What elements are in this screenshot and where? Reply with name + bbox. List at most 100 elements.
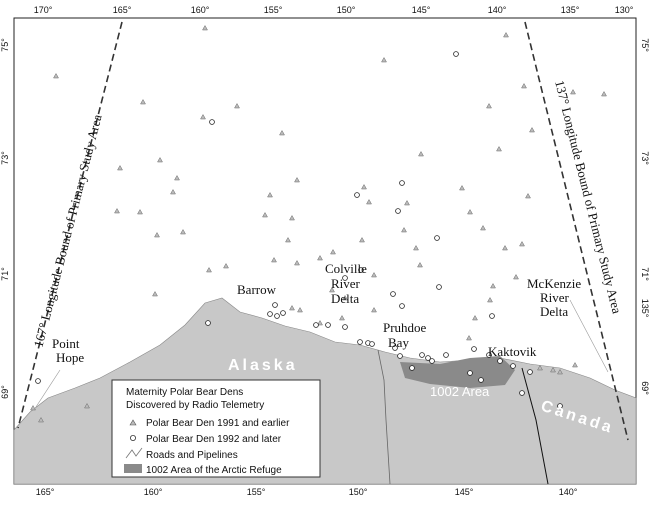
den-old (297, 306, 303, 313)
den-old (152, 290, 158, 297)
den-old (30, 404, 36, 411)
den-old (285, 236, 291, 243)
den-old (114, 207, 120, 214)
lon-label: 150° (337, 5, 356, 15)
den-old (174, 174, 180, 181)
den-new (325, 322, 331, 328)
den-old (170, 188, 176, 195)
den-old (413, 244, 419, 251)
den-old (521, 82, 527, 89)
region-label: Alaska (228, 357, 298, 374)
east-bound-line (524, 21, 629, 441)
den-old (537, 364, 543, 371)
den-old (529, 126, 535, 133)
area-label: 1002 Area (430, 384, 490, 399)
den-new (357, 339, 363, 345)
lon-label: 160° (144, 487, 163, 497)
den-new (280, 310, 286, 316)
area-1002 (400, 356, 515, 388)
den-new (557, 403, 563, 409)
den-new (399, 180, 405, 186)
den-old (330, 248, 336, 255)
den-new (272, 302, 278, 308)
lon-label: 155° (264, 5, 283, 15)
leader (569, 299, 609, 373)
legend-item: Polar Bear Den 1992 and later (146, 434, 282, 445)
lon-label: 135° (640, 299, 650, 318)
den-new (429, 358, 435, 364)
legend-title: Discovered by Radio Telemetry (126, 400, 264, 411)
den-old (570, 88, 576, 95)
place-label: Hope (56, 350, 84, 365)
den-old (496, 145, 502, 152)
place-label: Kaktovik (488, 344, 537, 359)
legend-symbol (129, 419, 137, 426)
den-old (401, 226, 407, 233)
place-label: Pruhdoe (383, 320, 427, 335)
den-old (117, 164, 123, 171)
den-old (180, 228, 186, 235)
place-label: Barrow (237, 282, 277, 297)
lon-label: 165° (36, 487, 55, 497)
den-old (466, 334, 472, 341)
den-old (359, 236, 365, 243)
den-old (200, 113, 206, 120)
place-label: Delta (331, 291, 359, 306)
den-old (342, 294, 348, 301)
den-new (409, 365, 415, 371)
lat-label: 71° (0, 267, 10, 281)
den-old (467, 208, 473, 215)
place-label: River (540, 290, 570, 305)
den-old (381, 56, 387, 63)
place-label: McKenzie (527, 276, 581, 291)
den-old (206, 266, 212, 273)
legend-box (111, 379, 321, 478)
den-old (223, 262, 229, 269)
den-old (53, 72, 59, 79)
den-old (366, 198, 372, 205)
den-old (480, 224, 486, 231)
den-new (397, 353, 403, 359)
lon-label: 150° (349, 487, 368, 497)
den-new (354, 192, 360, 198)
den-old (234, 102, 240, 109)
den-old (519, 240, 525, 247)
den-old (404, 199, 410, 206)
west-bound-line (17, 21, 123, 429)
legend-title: Maternity Polar Bear Dens (126, 387, 243, 398)
legend-symbol (124, 464, 142, 473)
lon-label: 140° (559, 487, 578, 497)
place-label: River (331, 276, 361, 291)
den-old (361, 183, 367, 190)
den-old (38, 416, 44, 423)
den-new (313, 322, 319, 328)
lon-label: 135° (561, 5, 580, 15)
legend-symbol (129, 434, 136, 441)
den-old (267, 191, 273, 198)
lon-label: 140° (488, 5, 507, 15)
legend-item: Roads and Pipelines (146, 450, 238, 461)
den-new (392, 345, 398, 351)
den-old (140, 98, 146, 105)
den-old (294, 259, 300, 266)
den-old (271, 256, 277, 263)
den-old (289, 304, 295, 311)
den-old (601, 90, 607, 97)
den-new (342, 275, 348, 281)
den-old (371, 306, 377, 313)
den-old (294, 176, 300, 183)
lon-label: 165° (113, 5, 132, 15)
den-old (262, 211, 268, 218)
den-new (342, 324, 348, 330)
den-old (487, 296, 493, 303)
den-new (369, 341, 375, 347)
den-old (329, 286, 335, 293)
den-old (289, 214, 295, 221)
border (521, 367, 549, 485)
lon-label: 130° (615, 5, 634, 15)
den-old (317, 319, 323, 326)
lon-label: 145° (455, 487, 474, 497)
den-new (486, 352, 492, 358)
den-old (502, 244, 508, 251)
